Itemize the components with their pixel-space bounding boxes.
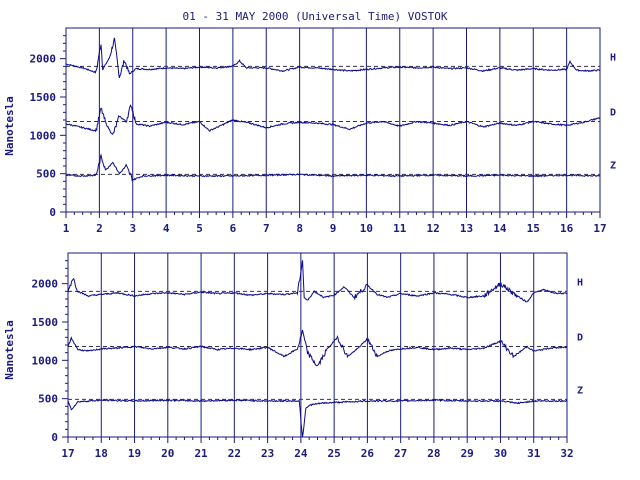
x-tick-label: 14	[493, 222, 507, 235]
x-tick-label: 25	[328, 447, 341, 460]
x-tick-label: 29	[461, 447, 474, 460]
series-line-h	[67, 260, 568, 303]
series-line-h	[65, 37, 601, 79]
x-tick-label: 23	[261, 447, 274, 460]
y-tick-label: 1000	[32, 354, 59, 367]
x-tick-label: 17	[593, 222, 606, 235]
x-tick-label: 27	[394, 447, 407, 460]
y-tick-label: 500	[36, 168, 56, 181]
x-tick-label: 3	[129, 222, 136, 235]
x-tick-label: 9	[330, 222, 337, 235]
x-tick-label: 18	[95, 447, 108, 460]
x-tick-label: 30	[494, 447, 507, 460]
x-tick-label: 4	[163, 222, 170, 235]
y-tick-label: 2000	[30, 53, 57, 66]
x-tick-label: 15	[527, 222, 540, 235]
x-tick-label: 7	[263, 222, 270, 235]
series-label-h: H	[577, 277, 583, 288]
x-tick-label: 17	[61, 447, 74, 460]
x-tick-label: 11	[393, 222, 407, 235]
series-label-d: D	[577, 333, 583, 344]
x-tick-label: 31	[527, 447, 541, 460]
series-label-z: Z	[610, 160, 616, 171]
x-tick-label: 5	[196, 222, 203, 235]
y-axis-label-bottom: Nanotesla	[3, 320, 16, 380]
x-tick-label: 6	[230, 222, 237, 235]
x-tick-label: 2	[96, 222, 103, 235]
x-tick-label: 20	[161, 447, 174, 460]
y-tick-label: 500	[38, 393, 58, 406]
series-label-h: H	[610, 52, 616, 63]
series-line-d	[67, 329, 568, 367]
x-tick-label: 32	[560, 447, 573, 460]
x-tick-label: 21	[194, 447, 208, 460]
series-line-z	[65, 153, 601, 182]
y-axis-label-top: Nanotesla	[3, 96, 16, 156]
x-tick-label: 13	[460, 222, 473, 235]
x-tick-label: 1	[63, 222, 70, 235]
x-tick-label: 26	[361, 447, 375, 460]
x-tick-label: 22	[228, 447, 241, 460]
y-tick-label: 1000	[30, 129, 57, 142]
plot-frame	[67, 252, 568, 438]
series-line-z	[67, 398, 568, 438]
x-tick-label: 12	[427, 222, 440, 235]
series-label-d: D	[610, 108, 616, 119]
y-tick-label: 1500	[32, 316, 59, 329]
x-tick-label: 28	[427, 447, 440, 460]
series-label-z: Z	[577, 385, 583, 396]
chart-title: 01 - 31 MAY 2000 (Universal Time) VOSTOK	[183, 10, 448, 23]
y-tick-label: 0	[51, 431, 58, 444]
x-tick-label: 24	[294, 447, 308, 460]
x-tick-label: 8	[296, 222, 303, 235]
panel-top: 1 2 3 4 5 6 7 8 9 10 11 12 13 14 15 16 17050010001500200…	[30, 27, 616, 235]
y-tick-label: 1500	[30, 91, 57, 104]
panel-bottom: 17 18 19 20 21 22 23 24 25 26 27 28 29 30 31 32 0 500 1000…	[32, 252, 583, 460]
y-tick-label: 2000	[32, 278, 59, 291]
x-tick-label: 16	[560, 222, 574, 235]
series-line-d	[65, 104, 601, 135]
x-tick-label: 19	[128, 447, 141, 460]
y-tick-label: 0	[49, 206, 56, 219]
x-tick-label: 10	[360, 222, 373, 235]
